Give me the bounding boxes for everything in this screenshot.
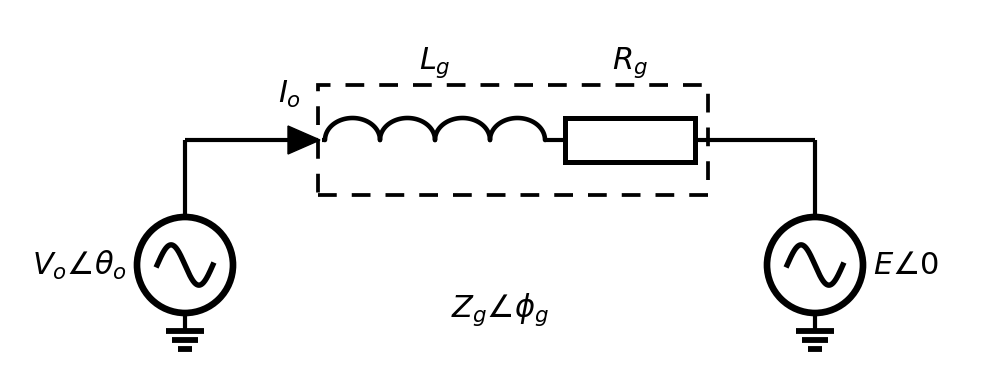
Text: $R_g$: $R_g$ xyxy=(612,45,648,80)
Polygon shape xyxy=(288,126,320,154)
Text: $E\angle 0$: $E\angle 0$ xyxy=(873,249,939,280)
Text: $I_o$: $I_o$ xyxy=(278,79,302,110)
Text: $Z_g\angle\phi_g$: $Z_g\angle\phi_g$ xyxy=(451,291,549,329)
Text: $V_o\angle\theta_o$: $V_o\angle\theta_o$ xyxy=(32,249,127,282)
Bar xyxy=(565,118,695,162)
Text: $L_g$: $L_g$ xyxy=(419,45,451,80)
Bar xyxy=(318,85,708,195)
